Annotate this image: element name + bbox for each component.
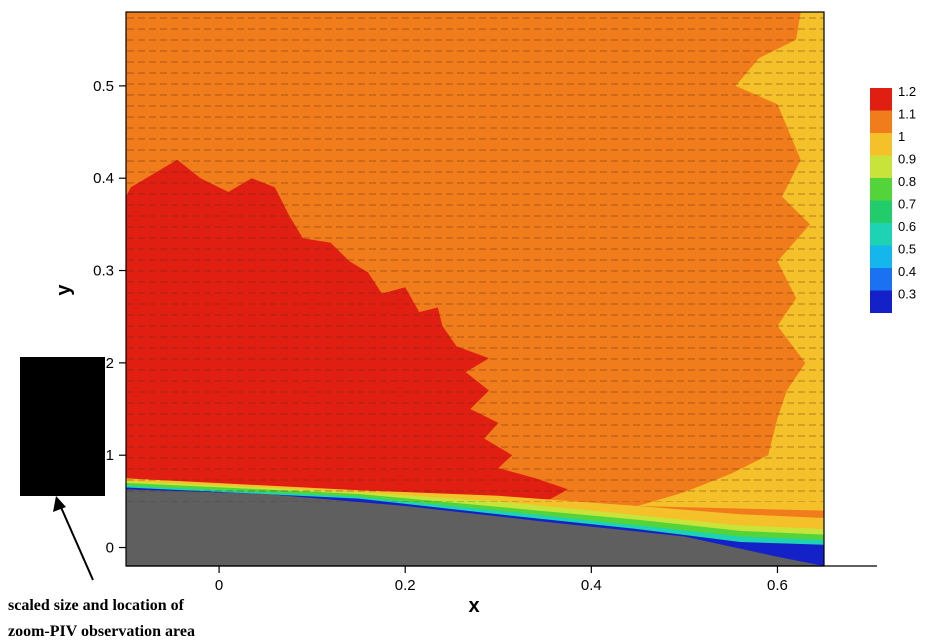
- legend-swatch: [870, 178, 892, 201]
- legend-swatch: [870, 110, 892, 133]
- legend-swatch: [870, 200, 892, 223]
- region-solid-wall: [126, 489, 824, 566]
- y-tick-label: 0.5: [93, 78, 114, 95]
- annotation-line-1: scaled size and location of: [8, 597, 185, 614]
- y-tick-label: 0.4: [93, 170, 114, 187]
- legend-label: 0.8: [898, 174, 916, 189]
- x-axis-label: x: [468, 595, 479, 617]
- legend-label: 1.1: [898, 107, 916, 122]
- legend-label: 1: [898, 129, 905, 144]
- y-axis-label: y: [53, 284, 75, 296]
- colorbar-legend: 1.2 1.1 1 0.9 0.8 0.7 0.6 0.5 0.4 0.3: [870, 84, 916, 313]
- legend-label: 0.4: [898, 264, 916, 279]
- legend-swatch: [870, 290, 892, 313]
- legend-swatch: [870, 268, 892, 291]
- legend-swatch: [870, 133, 892, 156]
- legend-label: 0.6: [898, 219, 916, 234]
- legend-label: 0.9: [898, 152, 916, 167]
- legend-swatch: [870, 223, 892, 246]
- legend-label: 0.3: [898, 287, 916, 302]
- annotation-arrow-shaft: [59, 504, 94, 581]
- legend-swatch: [870, 155, 892, 178]
- annotation-arrow-head: [53, 496, 66, 512]
- legend-swatch: [870, 88, 892, 111]
- x-tick-label: 0.6: [767, 577, 788, 594]
- legend-swatch: [870, 245, 892, 268]
- x-axis-ticks: 0 0.2 0.4 0.6: [215, 566, 788, 594]
- x-tick-label: 0.2: [395, 577, 416, 594]
- legend-label: 0.5: [898, 242, 916, 257]
- legend-label: 0.7: [898, 197, 916, 212]
- x-tick-label: 0: [215, 577, 223, 594]
- y-tick-label: 0.3: [93, 263, 114, 280]
- zoom-piv-observation-area: [20, 357, 105, 496]
- annotation-line-2: zoom-PIV observation area: [8, 623, 195, 640]
- y-tick-label: 0: [106, 540, 114, 557]
- x-tick-label: 0.4: [581, 577, 602, 594]
- plot-area: [126, 12, 824, 566]
- legend-label: 1.2: [898, 84, 916, 99]
- velocity-vector-field: [126, 12, 824, 502]
